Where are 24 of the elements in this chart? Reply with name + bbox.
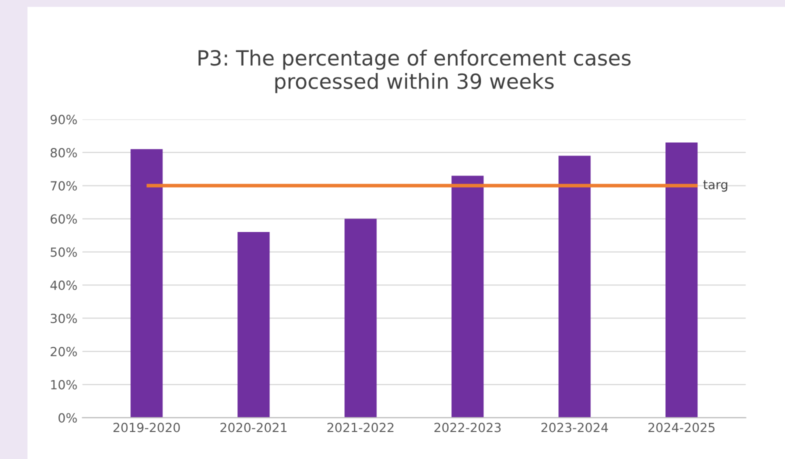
x-tick-label: 2024-2025: [648, 422, 715, 432]
y-tick-label: 80%: [50, 148, 77, 158]
y-tick-label: 60%: [50, 214, 77, 224]
bar: [666, 142, 698, 418]
y-tick-label: 0%: [58, 413, 77, 423]
y-tick-label: 30%: [50, 314, 77, 324]
y-tick-label: 90%: [50, 114, 77, 124]
bar: [452, 176, 484, 418]
ref-line-label: targ: [703, 180, 728, 192]
x-tick-label: 2022-2023: [434, 422, 501, 432]
y-tick-label: 70%: [50, 181, 77, 191]
bar: [238, 232, 270, 418]
chart-title: P3: The percentage of enforcement cases processed within 39 weeks: [198, 50, 631, 94]
bar: [130, 149, 163, 418]
bar: [344, 218, 377, 418]
y-tick-label: 40%: [50, 280, 77, 290]
bar: [558, 156, 591, 418]
y-tick-label: 10%: [51, 380, 77, 390]
x-tick-label: 2019-2020: [113, 422, 180, 432]
y-tick-label: 50%: [50, 247, 77, 257]
x-tick-label: 2021-2022: [327, 422, 394, 432]
y-tick-label: 20%: [50, 346, 77, 356]
x-tick-label: 2023-2024: [541, 422, 608, 432]
x-tick-label: 2020-2021: [220, 422, 287, 432]
